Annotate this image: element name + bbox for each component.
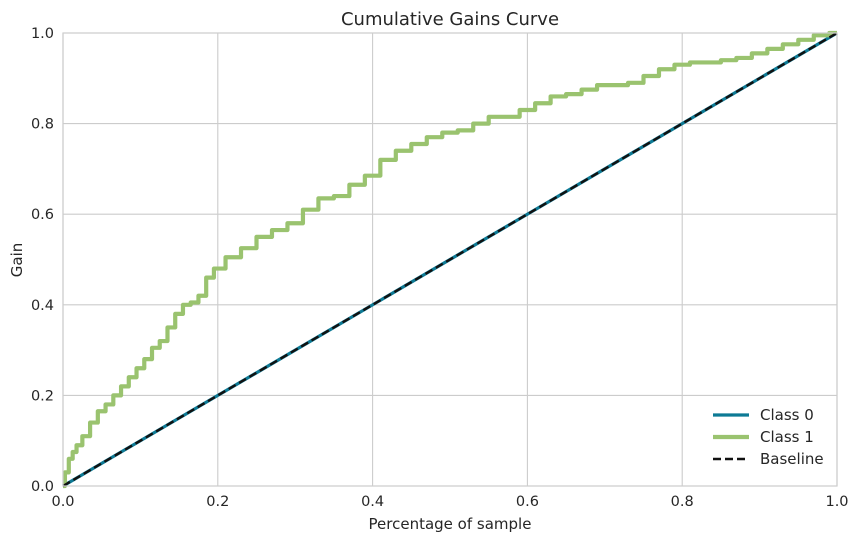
plot-area bbox=[62, 32, 838, 487]
series-line-class-1 bbox=[62, 30, 837, 489]
y-tick-label: 0.8 bbox=[31, 117, 54, 133]
x-tick-label: 0.2 bbox=[206, 494, 229, 510]
x-ticks: 0.0 0.2 0.4 0.6 0.8 1.0 bbox=[51, 494, 848, 510]
y-tick-label: 0.2 bbox=[31, 388, 54, 404]
x-tick-label: 0.0 bbox=[51, 494, 74, 510]
chart-title: Cumulative Gains Curve bbox=[341, 9, 559, 30]
y-ticks: 0.0 0.2 0.4 0.6 0.8 1.0 bbox=[31, 26, 54, 495]
series-line-baseline bbox=[62, 31, 838, 488]
y-tick-label: 0.4 bbox=[31, 298, 54, 314]
y-tick-label: 1.0 bbox=[31, 26, 54, 42]
y-tick-label: 0.6 bbox=[31, 207, 54, 223]
y-axis-label: Gain bbox=[8, 243, 26, 278]
x-axis-label: Percentage of sample bbox=[369, 515, 532, 533]
y-tick-label: 0.0 bbox=[31, 479, 54, 495]
legend-label-class-0: Class 0 bbox=[760, 406, 814, 424]
legend-label-baseline: Baseline bbox=[760, 450, 824, 468]
x-tick-label: 1.0 bbox=[825, 494, 848, 510]
legend-label-class-1: Class 1 bbox=[760, 428, 814, 446]
series-layer bbox=[62, 30, 838, 489]
x-tick-label: 0.4 bbox=[361, 494, 384, 510]
x-tick-label: 0.6 bbox=[516, 494, 539, 510]
legend: Class 0 Class 1 Baseline bbox=[713, 406, 824, 468]
x-tick-label: 0.8 bbox=[671, 494, 694, 510]
